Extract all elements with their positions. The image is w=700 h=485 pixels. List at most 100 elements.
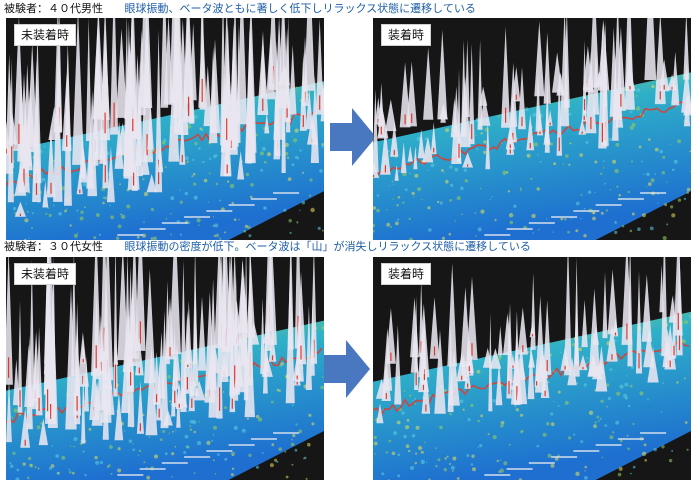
surface-speckle (464, 179, 468, 183)
surface-speckle (373, 229, 375, 233)
surface-speckle (415, 149, 418, 151)
surface-speckle (298, 429, 303, 434)
surface-speckle (421, 199, 423, 201)
surface-speckle (214, 472, 217, 475)
surface-speckle (418, 445, 423, 451)
row-1-right-arrow-icon (330, 108, 376, 166)
spectrum-peak (578, 354, 588, 371)
surface-speckle (305, 477, 308, 480)
surface-speckle (689, 170, 691, 173)
surface-speckle (608, 137, 613, 142)
surface-speckle (396, 204, 399, 207)
spectrum-peak (105, 365, 113, 390)
surface-speckle (518, 478, 523, 480)
spectrum-peak (457, 68, 462, 163)
axis-tick-mark (484, 234, 511, 236)
surface-speckle (64, 209, 67, 213)
surface-speckle (249, 195, 253, 199)
surface-speckle (172, 430, 174, 433)
surface-speckle (427, 169, 429, 171)
surface-speckle (191, 175, 194, 178)
surface-speckle (170, 233, 173, 236)
surface-speckle (397, 453, 401, 457)
surface-speckle (171, 452, 175, 456)
spectrum-peak (602, 272, 608, 339)
spectrum-peak (597, 19, 610, 91)
spectrum-peak (14, 201, 26, 217)
spectrum-peak (26, 335, 33, 430)
surface-speckle (126, 204, 131, 209)
surface-speckle (530, 177, 533, 180)
row-2-before-visual (6, 257, 324, 480)
surface-speckle (471, 454, 475, 458)
surface-speckle (532, 232, 534, 234)
surface-speckle (567, 230, 570, 234)
surface-speckle (109, 444, 112, 447)
surface-speckle (58, 211, 62, 216)
surface-speckle (193, 430, 196, 434)
surface-speckle (584, 469, 586, 472)
surface-speckle (547, 453, 552, 458)
surface-speckle (321, 144, 324, 148)
surface-speckle (311, 422, 315, 426)
surface-speckle (669, 143, 672, 146)
surface-speckle (322, 376, 324, 378)
surface-speckle (497, 115, 500, 118)
surface-speckle (387, 150, 390, 153)
surface-speckle (245, 172, 250, 177)
surface-speckle (676, 381, 679, 384)
spectrum-peak (517, 307, 528, 355)
spectrum-peak (136, 380, 144, 434)
surface-speckle (373, 206, 377, 210)
spectrum-peak (35, 327, 43, 416)
surface-speckle (615, 142, 620, 147)
surface-speckle (266, 152, 272, 157)
surface-speckle (606, 383, 610, 387)
surface-speckle (10, 464, 14, 468)
surface-speckle (627, 190, 630, 194)
surface-speckle (189, 428, 193, 431)
surface-speckle (257, 417, 263, 422)
surface-speckle (295, 86, 298, 89)
surface-speckle (444, 457, 447, 460)
surface-speckle (500, 384, 504, 387)
row-1-after-label: 装着時 (381, 24, 432, 46)
surface-speckle (480, 209, 485, 214)
surface-speckle (184, 434, 189, 439)
surface-speckle (441, 169, 444, 172)
surface-speckle (553, 400, 555, 402)
spectrum-peak (501, 26, 511, 128)
surface-speckle (115, 236, 120, 240)
spectrum-peak (236, 18, 248, 125)
spectrum-peak (420, 319, 425, 374)
spectrum-peak (199, 18, 205, 110)
surface-speckle (95, 460, 100, 465)
surface-speckle (618, 193, 621, 197)
surface-speckle (449, 165, 453, 169)
surface-speckle (393, 431, 398, 436)
surface-speckle (626, 375, 628, 377)
surface-speckle (635, 94, 638, 97)
surface-speckle (24, 218, 29, 223)
spectrum-peak (574, 257, 579, 365)
surface-speckle (513, 204, 517, 208)
surface-speckle (230, 473, 234, 477)
surface-speckle (538, 228, 540, 231)
surface-speckle (503, 461, 508, 466)
surface-speckle (143, 461, 146, 464)
surface-speckle (584, 476, 588, 480)
spectrum-peak (380, 127, 391, 175)
spectrum-peak (588, 288, 601, 377)
spectrum-peak (144, 268, 156, 384)
surface-speckle (410, 466, 414, 470)
surface-speckle (575, 471, 580, 476)
surface-speckle (536, 444, 540, 448)
spectrum-peak (310, 75, 319, 163)
surface-speckle (500, 424, 504, 428)
surface-speckle (171, 476, 173, 478)
surface-speckle (238, 218, 240, 221)
surface-speckle (597, 420, 600, 422)
spectrum-peak (627, 257, 633, 367)
spectrum-peak (547, 109, 553, 126)
surface-speckle (520, 430, 523, 434)
